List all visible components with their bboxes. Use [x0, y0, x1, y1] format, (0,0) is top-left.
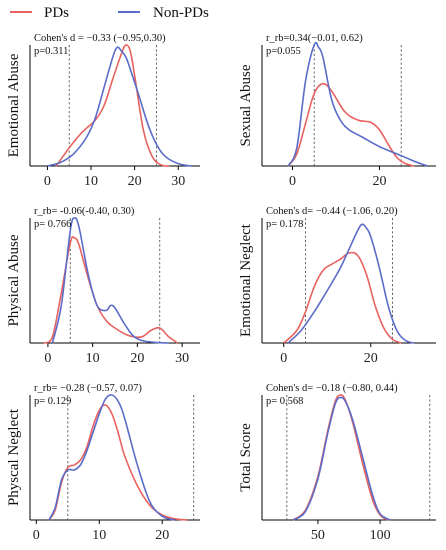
subplot-physcal-neglect: 0 10 20 Physcal Neglect r_rb= −0.28 (−0.57, …	[6, 383, 200, 543]
x-tick-label: 100	[370, 528, 391, 543]
x-tick-label: 0	[44, 351, 51, 366]
effect-size-annotation: r_rb= −0.28 (−0.57, 0.07)	[34, 383, 142, 394]
density-curve-pds	[292, 394, 388, 521]
x-tick-label: 20	[364, 351, 378, 366]
density-curve-pds	[55, 44, 170, 167]
x-tick-label: 10	[84, 174, 98, 189]
density-curve-non-pds	[48, 394, 176, 521]
subplot-total-score: 50 100 Total Score Cohen's d= −0.18 (−0.80,…	[238, 383, 436, 543]
p-value-annotation: p= 0.129	[34, 396, 71, 407]
effect-size-annotation: Cohen's d= −0.44 (−1.06, 0.20)	[266, 206, 398, 217]
subplot-grid: 0 10 20 30 Emotional Abuse Cohen's d = −0.33 …	[6, 33, 436, 543]
x-tick-label: 0	[33, 528, 40, 543]
density-curve-pds	[283, 251, 402, 344]
effect-size-annotation: Cohen's d = −0.33 (−0.95,0.30)	[34, 33, 166, 44]
y-axis-label: Emotional Abuse	[6, 53, 22, 157]
subplot-physical-abuse: 0 10 20 30 Physical Abuse r_rb= -0.06(-0.40, …	[6, 206, 200, 366]
x-tick-label: 20	[130, 351, 144, 366]
x-tick-label: 10	[92, 528, 106, 543]
p-value-annotation: p=0.055	[266, 46, 301, 57]
p-value-annotation: p= 0.568	[266, 396, 303, 407]
density-curve-pds	[287, 82, 415, 167]
density-curve-non-pds	[292, 396, 391, 521]
x-tick-label: 20	[372, 174, 386, 189]
density-curve-pds	[48, 404, 188, 521]
y-axis-label: Total Score	[238, 423, 254, 492]
y-axis-label: Sexual Abuse	[238, 64, 254, 146]
subplot-sexual-abuse: 0 20 Sexual Abuse r_rb=0.34(−0.01, 0.62) p=0…	[238, 33, 436, 189]
legend-label-pds: PDs	[44, 5, 69, 21]
subplot-emotional-abuse: 0 10 20 30 Emotional Abuse Cohen's d = −0.33 …	[6, 33, 200, 189]
legend: PDs Non-PDs	[10, 5, 209, 21]
y-axis-label: Physcal Neglect	[6, 408, 22, 506]
effect-size-annotation: r_rb=0.34(−0.01, 0.62)	[266, 33, 363, 44]
x-tick-label: 10	[86, 351, 100, 366]
x-tick-label: 50	[311, 528, 325, 543]
x-tick-label: 30	[171, 174, 185, 189]
p-value-annotation: p= 0.766	[34, 219, 71, 230]
x-tick-label: 30	[175, 351, 189, 366]
density-curve-non-pds	[51, 217, 169, 344]
x-tick-label: 20	[128, 174, 142, 189]
p-value-annotation: p= 0.178	[266, 219, 303, 230]
y-axis-label: Emotional Neglect	[238, 223, 254, 337]
density-curve-non-pds	[287, 223, 415, 344]
density-curve-non-pds	[47, 46, 192, 167]
x-tick-label: 20	[155, 528, 169, 543]
x-tick-label: 0	[280, 351, 287, 366]
p-value-annotation: p=0.311	[34, 46, 68, 57]
effect-size-annotation: Cohen's d= −0.18 (−0.80, 0.44)	[266, 383, 398, 394]
density-curve-non-pds	[287, 41, 428, 167]
effect-size-annotation: r_rb= -0.06(-0.40, 0.30)	[34, 206, 135, 217]
y-axis-label: Physical Abuse	[6, 234, 22, 326]
legend-label-non-pds: Non-PDs	[153, 5, 209, 21]
x-tick-label: 0	[44, 174, 51, 189]
subplot-emotional-neglect: 0 20 Emotional Neglect Cohen's d= −0.44 (−1…	[238, 206, 436, 366]
x-tick-label: 0	[289, 174, 296, 189]
